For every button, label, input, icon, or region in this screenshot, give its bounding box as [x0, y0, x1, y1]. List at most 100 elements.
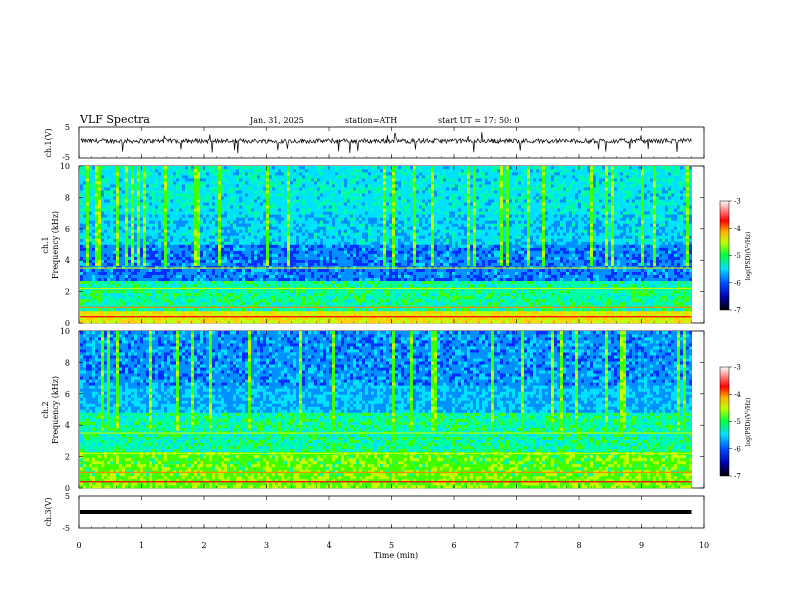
spectrogram-cell	[221, 193, 224, 196]
spectrogram-cell	[353, 241, 356, 244]
spectrogram-cell	[107, 308, 110, 311]
spectrogram-cell	[182, 172, 185, 175]
spectrogram-cell	[125, 226, 128, 229]
spectrogram-cell	[299, 263, 302, 266]
spectrogram-cell	[314, 187, 317, 190]
spectrogram-cell	[323, 245, 326, 248]
spectrogram-cell	[200, 293, 203, 296]
spectrogram-cell	[359, 251, 362, 254]
spectrogram-cell	[326, 169, 329, 172]
spectrogram-cell	[167, 248, 170, 251]
spectrogram-cell	[242, 235, 245, 238]
spectrogram-cell	[104, 214, 107, 217]
spectrogram-cell	[254, 245, 257, 248]
spectrogram-cell	[251, 263, 254, 266]
spectrogram-cell	[179, 199, 182, 202]
spectrogram-cell	[152, 235, 155, 238]
spectrogram-cell	[260, 317, 263, 320]
spectrogram-cell	[107, 229, 110, 232]
spectrogram-cell	[317, 205, 320, 208]
spectrogram-cell	[206, 245, 209, 248]
spectrogram-cell	[317, 260, 320, 263]
spectrogram-cell	[254, 272, 257, 275]
spectrogram-cell	[248, 220, 251, 223]
spectrogram-cell	[317, 169, 320, 172]
spectrogram-cell	[176, 169, 179, 172]
spectrogram-cell	[299, 220, 302, 223]
spectrogram-cell	[299, 196, 302, 199]
spectrogram-cell	[305, 226, 308, 229]
spectrogram-cell	[293, 169, 296, 172]
spectrogram-cell	[185, 205, 188, 208]
spectrogram-cell	[308, 187, 311, 190]
spectrogram-cell	[335, 193, 338, 196]
spectrogram-cell	[356, 290, 359, 293]
spectrogram-cell	[272, 317, 275, 320]
spectrogram-cell	[287, 293, 290, 296]
spectrogram-cell	[110, 238, 113, 241]
spectrogram-cell	[89, 181, 92, 184]
spectrogram-cell	[149, 193, 152, 196]
spectrogram-cell	[356, 302, 359, 305]
spectrogram-cell	[113, 202, 116, 205]
spectrogram-cell	[131, 211, 134, 214]
spectrogram-cell	[233, 181, 236, 184]
spectrogram-cell	[92, 296, 95, 299]
spectrogram-cell	[290, 181, 293, 184]
spectrogram-cell	[245, 251, 248, 254]
spectrogram-cell	[170, 184, 173, 187]
spectrogram-cell	[350, 196, 353, 199]
spectrogram-cell	[305, 263, 308, 266]
spectrogram-cell	[338, 293, 341, 296]
spectrogram-cell	[317, 175, 320, 178]
spectrogram-cell	[176, 269, 179, 272]
spectrogram-cell	[284, 263, 287, 266]
spectrogram-cell	[182, 181, 185, 184]
spectrogram-cell	[218, 205, 221, 208]
spectrogram-cell	[260, 254, 263, 257]
spectrogram-cell	[131, 296, 134, 299]
spectrogram-cell	[278, 175, 281, 178]
spectrogram-cell	[239, 199, 242, 202]
spectrogram-cell	[101, 284, 104, 287]
spectrogram-cell	[272, 284, 275, 287]
spectrogram-cell	[266, 175, 269, 178]
spectrogram-cell	[224, 229, 227, 232]
spectrogram-cell	[266, 199, 269, 202]
spectrogram-cell	[248, 166, 251, 169]
spectrogram-cell	[239, 260, 242, 263]
spectrogram-cell	[311, 290, 314, 293]
spectrogram-cell	[140, 299, 143, 302]
spectrogram-cell	[284, 223, 287, 226]
spectrogram-cell	[287, 248, 290, 251]
spectrogram-cell	[332, 235, 335, 238]
spectrogram-cell	[254, 178, 257, 181]
spectrogram-cell	[95, 235, 98, 238]
spectrogram-cell	[284, 299, 287, 302]
spectrogram-cell	[302, 308, 305, 311]
spectrogram-cell	[287, 190, 290, 193]
spectrogram-cell	[119, 302, 122, 305]
spectrogram-cell	[149, 308, 152, 311]
spectrogram-cell	[269, 299, 272, 302]
spectrogram-cell	[248, 290, 251, 293]
spectrogram-cell	[275, 175, 278, 178]
spectrogram-cell	[131, 181, 134, 184]
spectrogram-cell	[131, 175, 134, 178]
spectrogram-cell	[89, 217, 92, 220]
spectrogram-cell	[134, 245, 137, 248]
spectrogram-cell	[242, 199, 245, 202]
spectrogram-cell	[338, 260, 341, 263]
spectrogram-cell	[200, 311, 203, 314]
spectrogram-cell	[113, 211, 116, 214]
spectrogram-cell	[122, 275, 125, 278]
spectrogram-cell	[290, 257, 293, 260]
spectrogram-cell	[242, 232, 245, 235]
spectrogram-cell	[332, 223, 335, 226]
spectrogram-cell	[218, 278, 221, 281]
spectrogram-cell	[134, 257, 137, 260]
spectrogram-cell	[122, 296, 125, 299]
spectrogram-cell	[143, 281, 146, 284]
spectrogram-cell	[164, 226, 167, 229]
spectrogram-cell	[206, 193, 209, 196]
